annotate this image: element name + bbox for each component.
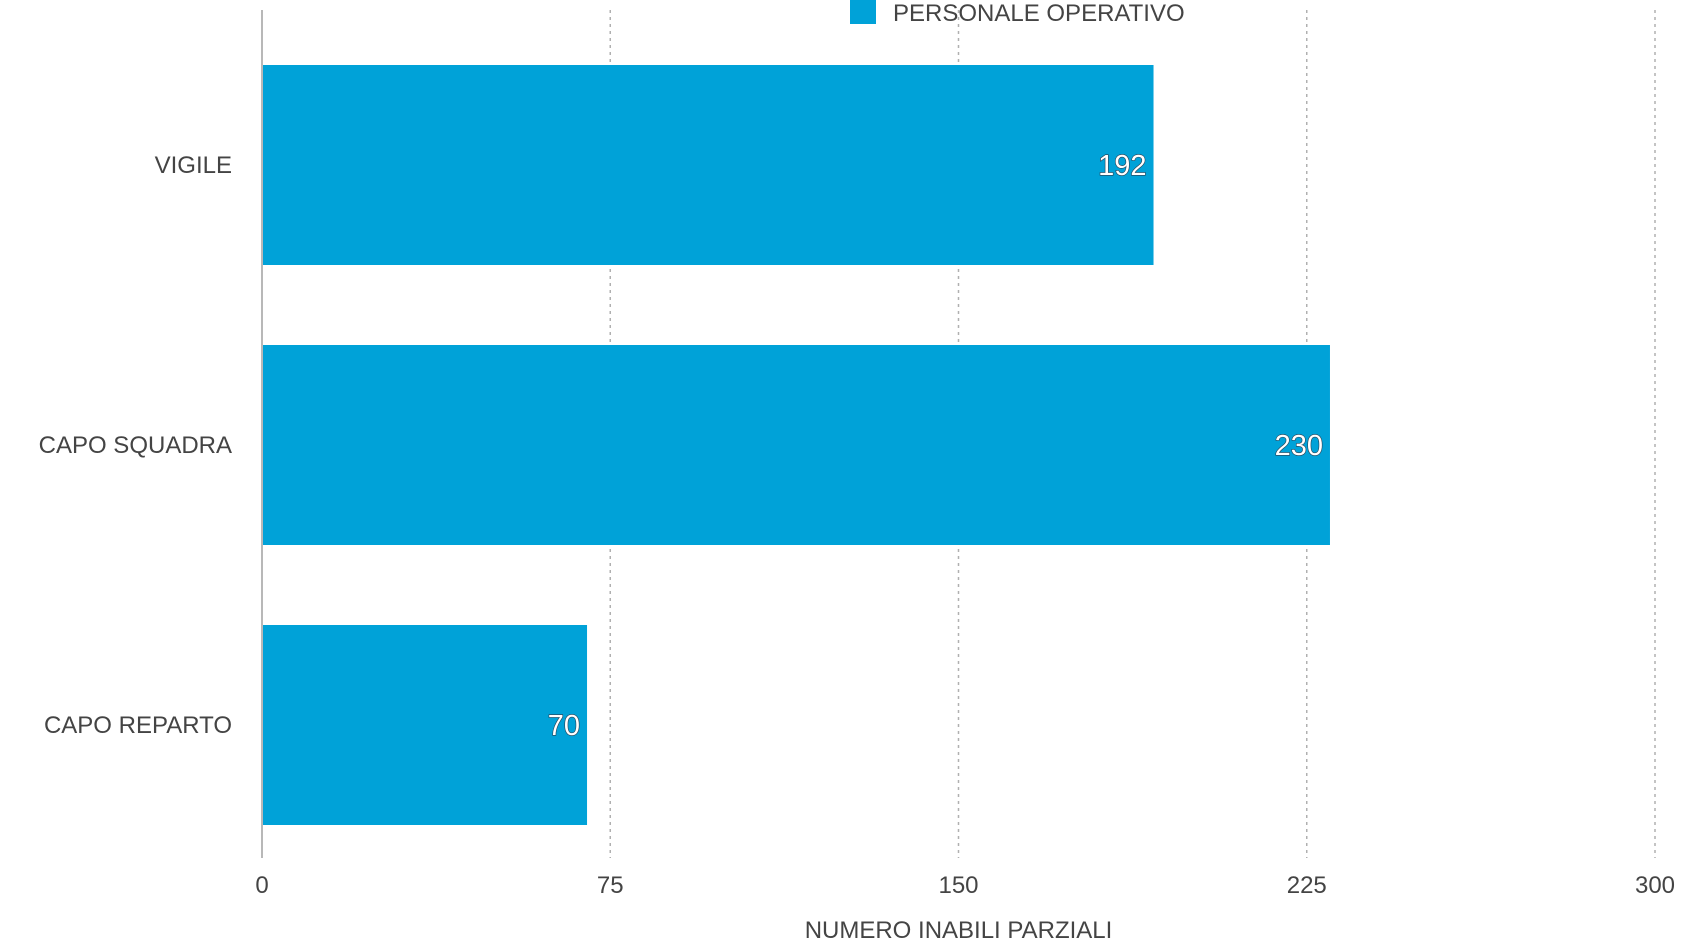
x-tick-label-225: 225 (1287, 872, 1327, 899)
bar-capo-squadra (262, 345, 1330, 545)
category-label-capo-squadra: CAPO SQUADRA (39, 432, 232, 459)
labels-layer: 192 VIGILE 230 CAPO SQUADRA 70 CAPO REPARTO (39, 149, 1324, 742)
legend-swatch (850, 0, 876, 24)
category-label-vigile: VIGILE (155, 152, 232, 179)
x-tick-label-300: 300 (1635, 872, 1675, 899)
data-label-capo-squadra: 230 (1275, 430, 1323, 462)
x-tick-label-75: 75 (597, 872, 624, 899)
category-label-capo-reparto: CAPO REPARTO (44, 712, 232, 739)
data-label-capo-reparto: 70 (548, 710, 580, 742)
x-tick-label-150: 150 (938, 872, 978, 899)
legend-label: PERSONALE OPERATIVO (893, 0, 1185, 27)
x-tick-label-0: 0 (255, 872, 268, 899)
data-label-vigile: 192 (1098, 150, 1146, 182)
x-axis-ticks: 0 75 150 225 300 (255, 872, 1675, 899)
bars-layer (262, 65, 1330, 825)
bar-capo-reparto (262, 625, 588, 825)
legend: PERSONALE OPERATIVO (850, 0, 1185, 27)
x-axis-title: NUMERO INABILI PARZIALI (805, 917, 1113, 944)
bar-vigile (262, 65, 1154, 265)
